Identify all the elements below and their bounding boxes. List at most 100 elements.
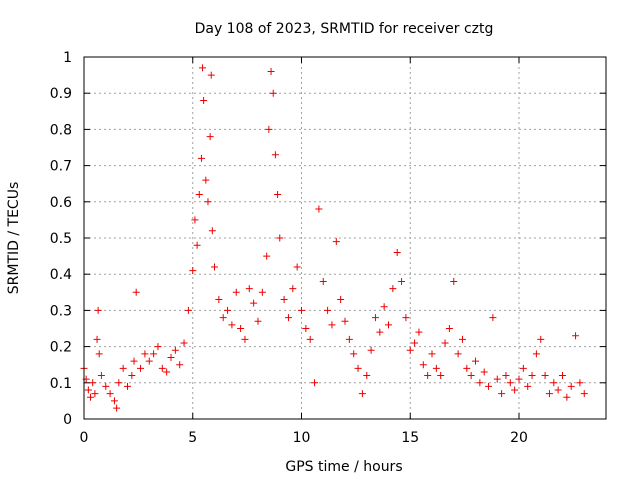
data-point: [89, 379, 97, 387]
x-tick-label: 20: [510, 430, 528, 446]
data-point: [180, 339, 188, 347]
data-point: [211, 263, 218, 271]
data-point: [406, 346, 414, 354]
data-point: [124, 382, 131, 390]
data-point: [110, 397, 118, 405]
data-point: [515, 375, 523, 383]
x-tick-label: 15: [401, 430, 419, 446]
data-point: [219, 314, 227, 322]
data-point: [232, 288, 240, 296]
data-point: [176, 361, 184, 369]
data-point: [191, 216, 199, 224]
data-point: [502, 372, 510, 380]
data-point: [424, 372, 432, 380]
data-point: [332, 238, 340, 246]
y-axis-label: SRMTID / TECUs: [6, 182, 22, 295]
y-tick-label: 0.4: [50, 267, 72, 283]
data-point: [541, 372, 549, 380]
data-point: [432, 364, 440, 372]
data-point: [419, 361, 427, 369]
data-point: [363, 372, 371, 380]
data-point: [324, 306, 332, 314]
data-point: [458, 335, 466, 343]
data-point: [498, 390, 506, 398]
data-point: [563, 393, 571, 401]
data-point: [476, 379, 484, 387]
data-point: [524, 382, 532, 390]
data-point: [411, 339, 419, 347]
data-point: [467, 372, 475, 380]
data-point: [341, 317, 349, 325]
data-point: [193, 241, 201, 249]
data-point: [415, 328, 423, 336]
data-point: [559, 372, 566, 380]
data-point: [119, 364, 127, 372]
data-point: [163, 368, 171, 376]
data-point: [306, 335, 314, 343]
data-point: [128, 372, 136, 380]
data-point: [184, 306, 192, 314]
data-point: [493, 375, 501, 383]
data-point: [195, 191, 203, 199]
data-point: [97, 372, 105, 380]
data-point: [311, 379, 319, 387]
data-point: [199, 64, 207, 72]
grid-lines: [84, 57, 606, 419]
data-point: [284, 314, 292, 322]
data-point: [115, 379, 123, 387]
data-point: [298, 306, 305, 314]
data-point: [389, 285, 397, 293]
data-point: [402, 314, 410, 322]
data-point: [102, 382, 110, 390]
data-point: [267, 67, 275, 75]
data-point: [472, 357, 479, 365]
data-point: [537, 335, 545, 343]
y-tick-label: 0.5: [50, 231, 72, 247]
data-point: [550, 379, 558, 387]
data-point: [215, 296, 223, 304]
data-point: [271, 151, 279, 159]
y-tick-label: 0.8: [50, 122, 72, 138]
y-tick-label: 0.1: [50, 376, 72, 392]
data-point: [576, 379, 584, 387]
data-point: [158, 364, 166, 372]
data-point: [154, 343, 162, 351]
data-point: [150, 350, 158, 358]
data-point: [572, 332, 580, 340]
data-point: [204, 198, 212, 206]
data-point: [480, 368, 488, 376]
data-point: [250, 299, 258, 307]
data-point: [376, 328, 384, 336]
data-point: [345, 335, 353, 343]
data-point: [519, 364, 527, 372]
data-point: [380, 303, 388, 311]
data-point: [263, 252, 271, 260]
y-tick-label: 0.9: [50, 86, 72, 102]
x-tick-label: 5: [188, 430, 197, 446]
data-point: [141, 350, 149, 358]
data-point: [207, 71, 215, 79]
data-point: [437, 372, 445, 380]
data-point: [463, 364, 471, 372]
data-point: [197, 154, 205, 162]
data-point: [113, 404, 121, 412]
data-point: [445, 325, 453, 332]
data-point: [276, 234, 284, 242]
data-point: [315, 205, 323, 213]
data-point: [87, 393, 95, 401]
data-point: [441, 339, 449, 347]
data-point: [319, 277, 327, 285]
data-point: [237, 325, 245, 332]
data-point: [350, 350, 358, 358]
y-tick-label: 0.7: [50, 159, 72, 175]
x-axis-label: GPS time / hours: [285, 459, 402, 475]
data-point: [485, 382, 493, 390]
data-point: [511, 386, 519, 394]
data-point: [228, 321, 236, 329]
data-point: [91, 390, 99, 398]
x-tick-label: 0: [80, 430, 89, 446]
data-point: [337, 296, 345, 304]
data-point: [84, 386, 92, 394]
data-point: [94, 306, 102, 314]
